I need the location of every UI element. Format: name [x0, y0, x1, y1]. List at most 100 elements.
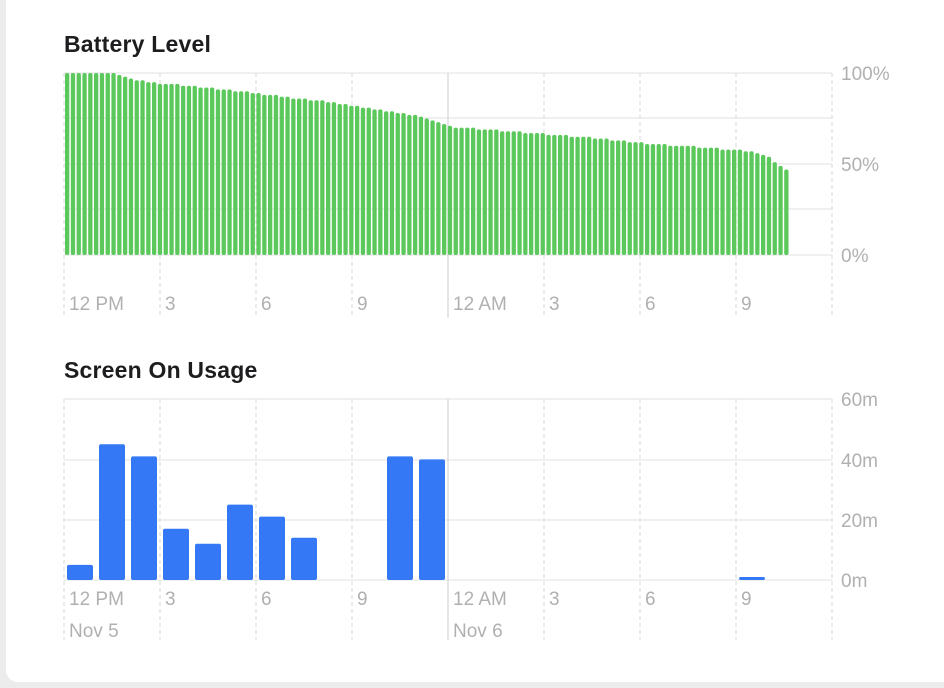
battery-bar — [395, 113, 400, 255]
battery-bar — [598, 138, 603, 255]
battery-bar — [163, 83, 168, 255]
x-tick-label: 3 — [549, 294, 560, 315]
battery-bar — [523, 133, 528, 255]
battery-level-title: Battery Level — [64, 31, 212, 57]
x-tick-label: 9 — [357, 589, 368, 610]
battery-bar — [384, 111, 389, 255]
battery-bar — [76, 73, 81, 255]
battery-bar — [761, 154, 766, 255]
battery-bar — [616, 140, 621, 255]
battery-bar — [447, 125, 453, 255]
battery-bar — [505, 131, 511, 255]
usage-bar — [291, 537, 317, 580]
battery-bar — [372, 109, 377, 256]
y-tick-label: 100% — [841, 64, 890, 85]
x-tick-label: 9 — [741, 589, 752, 610]
battery-bar — [123, 76, 128, 255]
usage-bar — [387, 456, 413, 580]
battery-bar — [424, 118, 429, 255]
battery-bar — [772, 162, 777, 255]
battery-bar — [65, 73, 70, 255]
battery-bar — [592, 138, 598, 255]
battery-bar — [128, 78, 134, 256]
battery-bar — [198, 87, 203, 255]
y-tick-label: 60m — [841, 390, 878, 411]
battery-bar — [639, 142, 644, 255]
battery-bar — [88, 73, 93, 255]
battery-bar — [679, 145, 685, 255]
battery-bar — [407, 114, 412, 255]
battery-bar — [558, 134, 563, 255]
battery-bar — [343, 103, 348, 255]
battery-bar — [314, 100, 319, 255]
battery-bar — [534, 133, 540, 255]
x-tick-label: 12 PM — [69, 294, 124, 315]
battery-bar — [778, 165, 783, 255]
usage-bar — [163, 528, 189, 580]
battery-bar — [262, 94, 267, 255]
battery-bar — [94, 73, 99, 255]
battery-bar — [82, 73, 87, 255]
battery-bar — [366, 107, 371, 255]
battery-bar — [291, 98, 296, 255]
battery-bar — [250, 93, 255, 256]
x-tick-label: 12 AM — [453, 589, 507, 610]
battery-bar — [453, 127, 458, 255]
battery-bar — [360, 107, 366, 255]
battery-bar — [355, 105, 360, 255]
screen-on-usage-title: Screen On Usage — [64, 357, 258, 383]
battery-bar — [140, 80, 145, 255]
battery-bar — [720, 149, 725, 255]
x-tick-label: 3 — [165, 294, 176, 315]
usage-bar — [195, 543, 221, 580]
battery-bar — [152, 82, 157, 255]
battery-bar — [134, 80, 139, 255]
battery-bar — [378, 109, 383, 256]
battery-bar — [268, 94, 273, 255]
x-tick-label: 6 — [261, 294, 272, 315]
battery-bar — [494, 129, 499, 255]
battery-bar — [401, 113, 406, 255]
battery-bar — [320, 100, 325, 255]
battery-bar — [766, 156, 772, 255]
battery-bar — [708, 147, 714, 255]
usage-bar — [131, 456, 157, 580]
battery-usage-card — [6, 0, 944, 682]
battery-bar — [645, 143, 650, 255]
battery-bar — [186, 85, 192, 256]
battery-bar — [703, 147, 708, 255]
battery-bar — [442, 123, 447, 256]
battery-bar — [279, 96, 284, 255]
battery-bar — [418, 116, 424, 256]
battery-bar — [610, 140, 615, 255]
battery-bar — [465, 127, 470, 255]
battery-bar — [111, 73, 116, 255]
y-tick-label: 0m — [841, 571, 867, 592]
battery-bar — [99, 73, 105, 255]
battery-bar — [784, 169, 789, 255]
battery-bar — [569, 136, 574, 255]
x-tick-label: 9 — [357, 294, 368, 315]
battery-bar — [697, 147, 702, 255]
battery-bar — [337, 103, 342, 255]
battery-bar — [563, 134, 569, 255]
battery-bar — [511, 131, 516, 255]
battery-bar — [755, 153, 760, 255]
battery-bar — [215, 89, 221, 255]
battery-bar — [726, 149, 731, 255]
battery-bar — [256, 93, 261, 256]
battery-bar — [389, 111, 395, 255]
battery-bar — [297, 98, 302, 255]
y-tick-label: 0% — [841, 246, 869, 267]
battery-bar — [117, 74, 122, 255]
battery-bar — [633, 142, 638, 255]
battery-bar — [500, 131, 505, 255]
battery-bar — [691, 145, 696, 255]
battery-bar — [169, 83, 174, 255]
battery-bar — [233, 91, 238, 255]
y-tick-label: 40m — [841, 451, 878, 472]
usage-bar — [419, 459, 445, 580]
battery-bar — [221, 89, 226, 255]
y-tick-label: 20m — [841, 511, 878, 532]
